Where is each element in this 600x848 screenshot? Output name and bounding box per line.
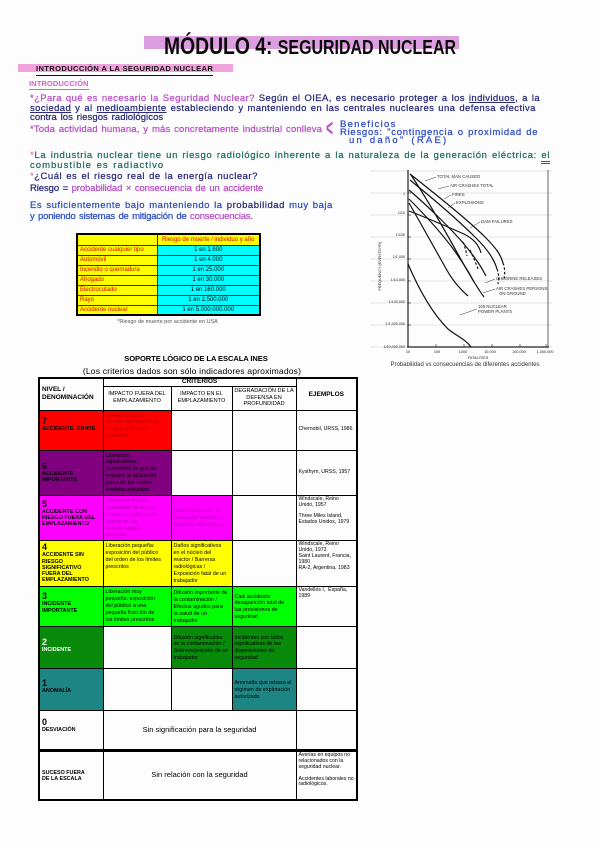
svg-text:1000: 1000 [459,350,467,354]
svg-text:POWER PLANTS: POWER PLANTS [478,309,512,314]
svg-text:FREQUENCY (EVENTS/YR): FREQUENCY (EVENTS/YR) [378,241,382,291]
svg-text:100: 100 [434,350,440,354]
svg-text:1/1,000,000: 1/1,000,000 [386,322,405,326]
svg-text:1/10: 1/10 [398,211,405,215]
svg-text:100 NUCLEAR: 100 NUCLEAR [478,304,507,309]
svg-text:1,000,000: 1,000,000 [537,350,554,354]
svg-text:1/10,000: 1/10,000 [391,278,405,282]
svg-text:CHLORINE RELEASES: CHLORINE RELEASES [496,276,542,281]
svg-text:10,000: 10,000 [484,350,496,354]
svg-text:1/100,000: 1/100,000 [389,300,405,304]
svg-text:AIR CRASHES PERSONS: AIR CRASHES PERSONS [496,286,547,291]
svg-text:1/1,000: 1/1,000 [393,255,405,259]
svg-text:100,000: 100,000 [512,350,526,354]
svg-text:FATALITIES: FATALITIES [468,356,489,360]
svg-text:1/100: 1/100 [396,233,405,237]
svg-text:10: 10 [406,350,410,354]
svg-text:ON GROUND: ON GROUND [499,291,526,296]
svg-text:DAM FAILURES: DAM FAILURES [481,219,513,224]
svg-text:FIRES: FIRES [452,192,465,197]
svg-text:1/10,000,000: 1/10,000,000 [383,345,405,349]
svg-text:1: 1 [403,192,405,196]
svg-text:AIR CRASHES TOTAL: AIR CRASHES TOTAL [450,183,494,188]
svg-text:TOTAL MAN CAUSED: TOTAL MAN CAUSED [437,174,480,179]
svg-text:EXPLOSIONS: EXPLOSIONS [456,200,484,205]
